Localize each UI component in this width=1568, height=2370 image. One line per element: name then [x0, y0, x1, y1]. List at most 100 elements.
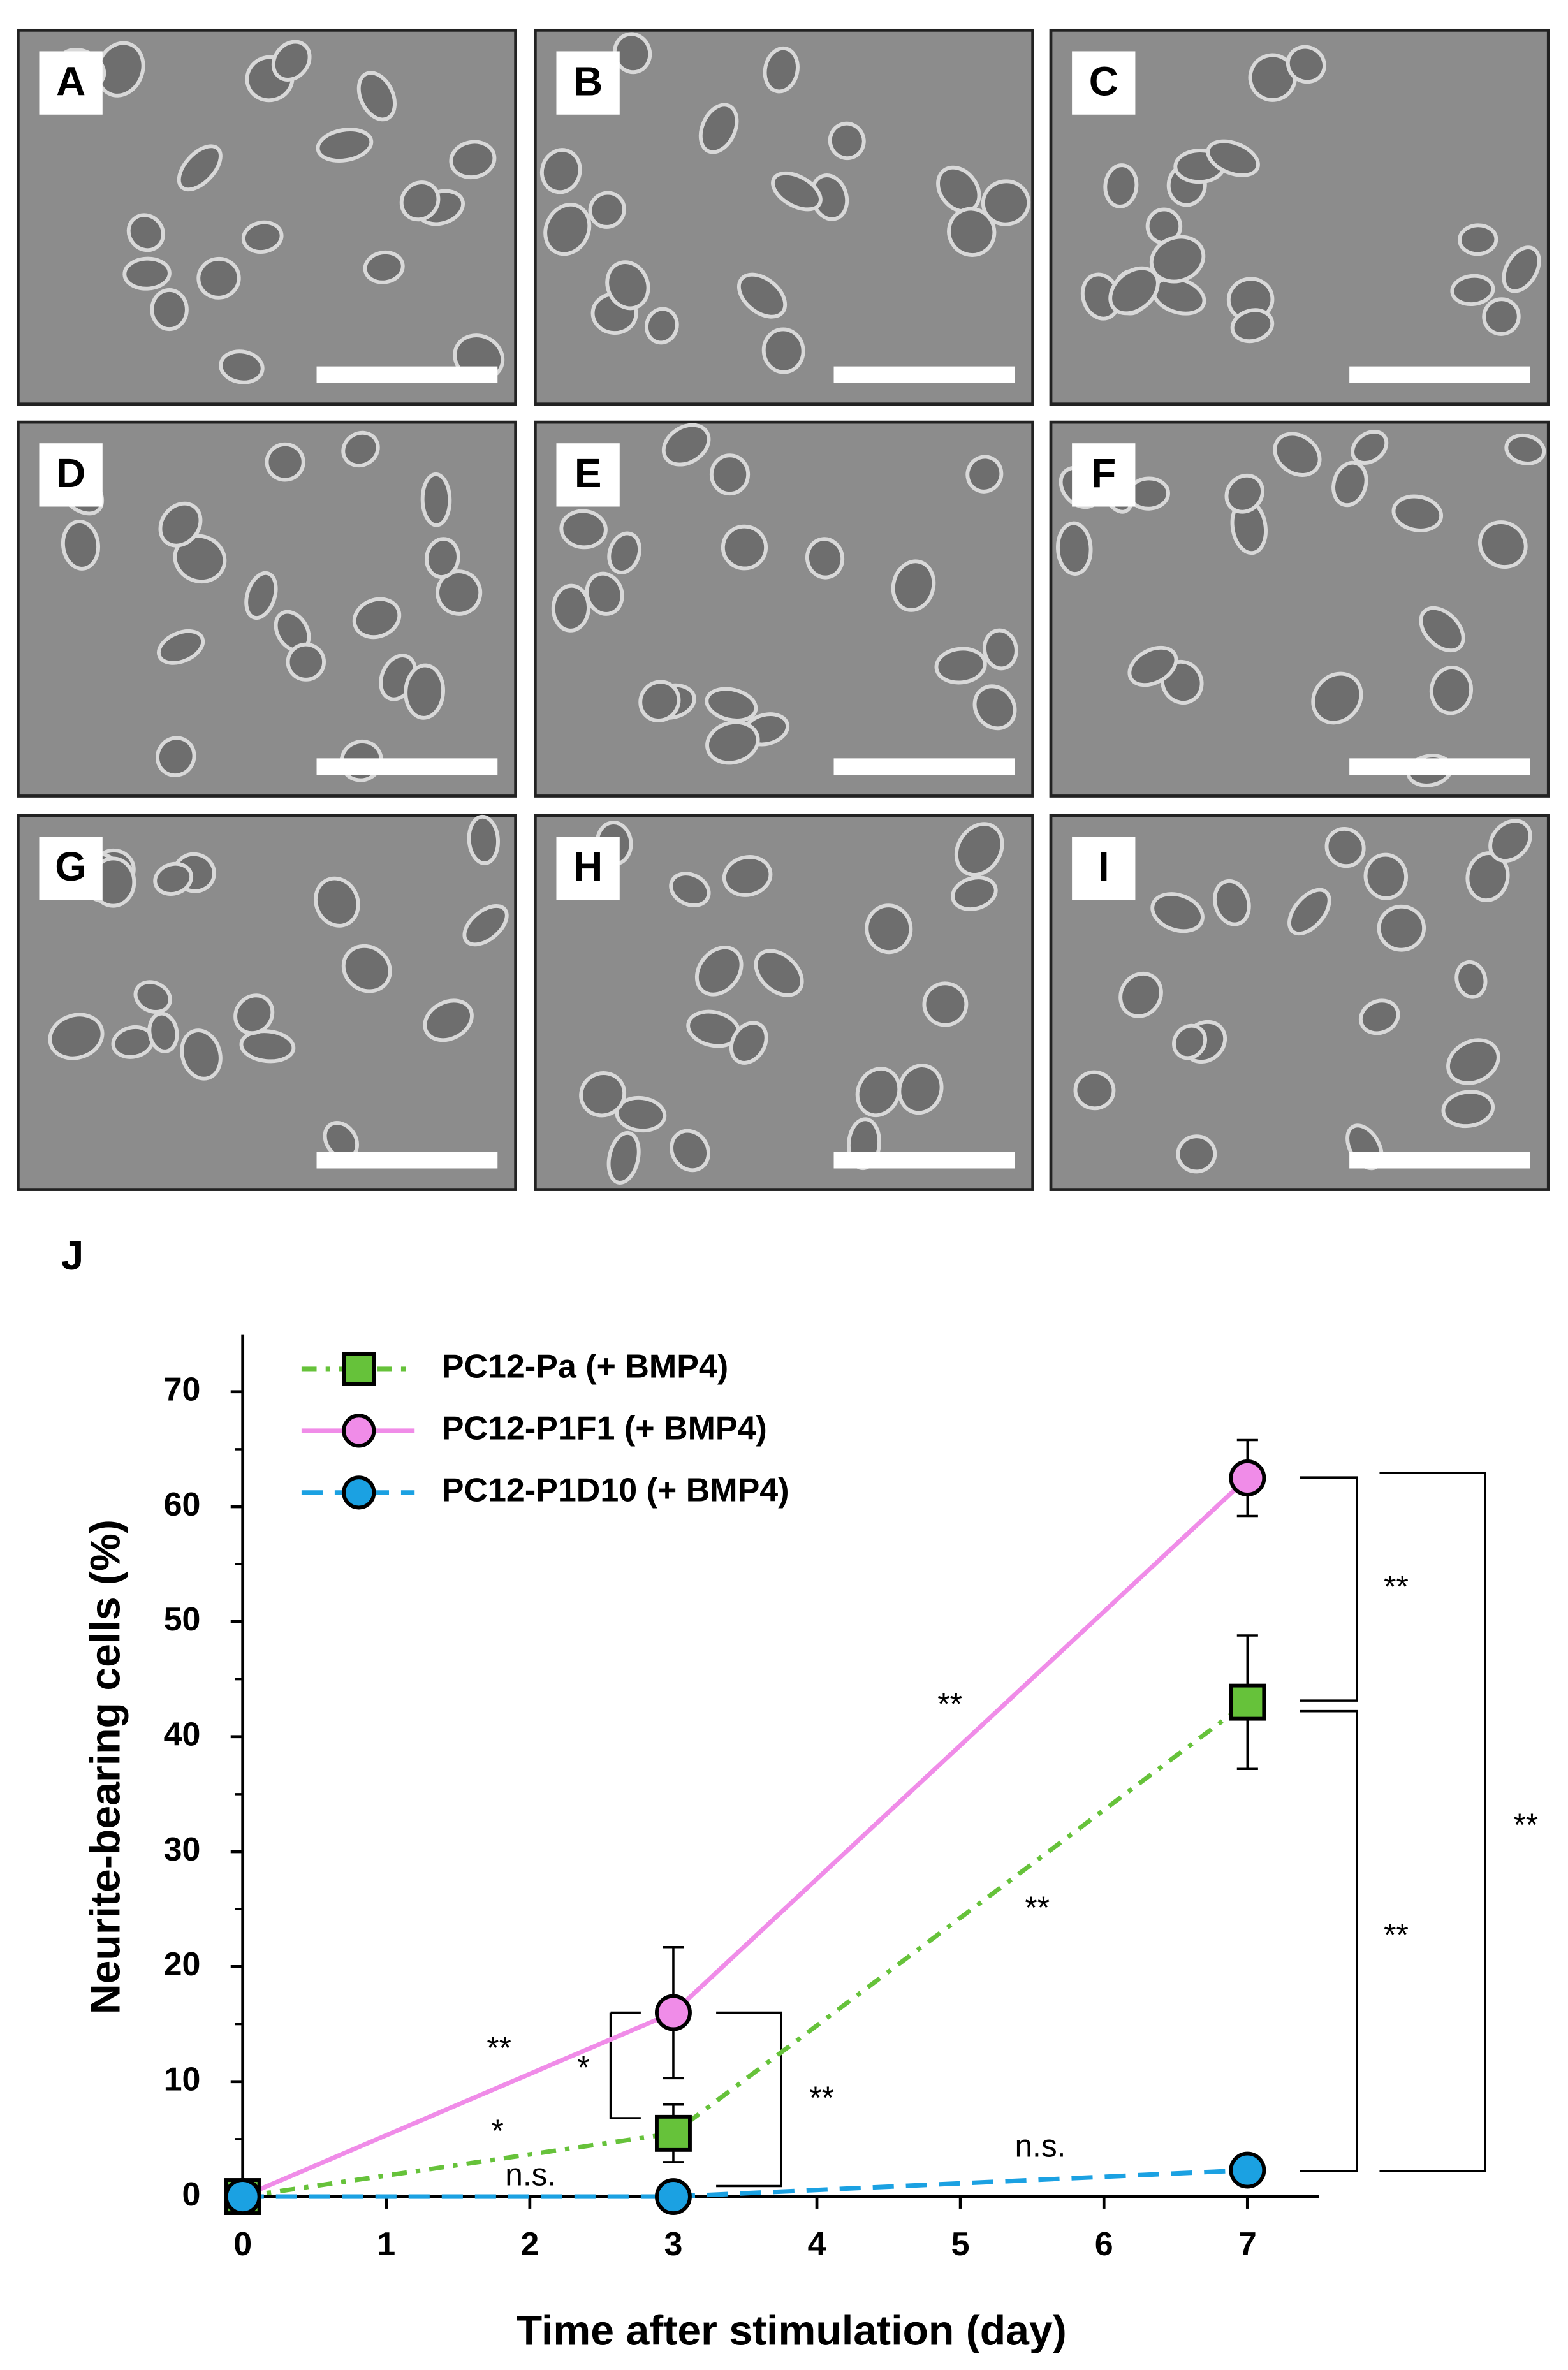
cell	[1358, 998, 1400, 1035]
cell	[661, 423, 711, 467]
cell	[947, 207, 997, 257]
cell	[972, 684, 1017, 731]
panel-label-box	[1072, 51, 1136, 115]
scale-bar	[833, 1152, 1015, 1169]
cell	[153, 861, 194, 896]
marker	[224, 2178, 261, 2215]
cell	[356, 71, 397, 122]
cell	[1488, 819, 1532, 863]
panel-label-box	[556, 51, 620, 115]
legend-label: PC12-Pa (+ BMP4)	[442, 1349, 728, 1386]
marker	[654, 1994, 692, 2031]
cell	[965, 455, 1004, 494]
cell	[1248, 53, 1297, 102]
annotation: **	[487, 2030, 511, 2066]
cell	[638, 680, 681, 722]
panel-label-box	[39, 443, 103, 507]
cell	[721, 524, 768, 571]
cell	[1377, 904, 1426, 952]
scale-bar	[833, 366, 1015, 383]
scale-bar	[833, 758, 1015, 775]
x-tick-label: 7	[1238, 2226, 1257, 2263]
scale-bar	[316, 758, 498, 775]
cell	[48, 1013, 105, 1060]
cell	[588, 191, 626, 229]
cell	[1446, 1038, 1500, 1085]
micrograph-panel: G	[17, 814, 517, 1191]
cell	[1286, 45, 1326, 84]
cell	[1504, 433, 1546, 465]
cell	[606, 1130, 641, 1185]
marker	[1229, 2151, 1266, 2189]
cell	[1351, 430, 1389, 465]
cell	[126, 213, 165, 252]
cell	[1419, 606, 1465, 653]
cell	[539, 148, 582, 194]
legend-marker	[342, 1352, 376, 1386]
scale-bar	[1349, 366, 1530, 383]
cell	[173, 534, 227, 583]
cell	[771, 171, 823, 212]
panel-label: E	[575, 450, 602, 496]
cell	[729, 1021, 768, 1065]
cell	[1477, 520, 1528, 569]
annotation: **	[1513, 1807, 1538, 1843]
chart-title: J	[61, 1233, 84, 1278]
cell	[698, 103, 739, 154]
series-line	[242, 2168, 1248, 2199]
cell	[1429, 665, 1473, 715]
cell	[399, 180, 441, 222]
cell	[951, 875, 998, 911]
cell	[1450, 274, 1495, 306]
panel-label: D	[56, 450, 85, 496]
cell	[579, 1071, 627, 1118]
cell	[1176, 1134, 1217, 1174]
cell	[244, 571, 278, 620]
marker	[654, 2178, 692, 2215]
y-tick-label: 60	[164, 1486, 201, 1523]
cell	[467, 814, 500, 865]
cell	[754, 949, 804, 997]
cell	[1150, 892, 1205, 933]
cell	[150, 288, 189, 332]
y-tick-label: 50	[164, 1601, 201, 1638]
cell	[1149, 235, 1206, 284]
annotation: **	[937, 1686, 962, 1722]
cell	[736, 272, 788, 319]
panel-label: A	[56, 58, 85, 104]
x-tick-label: 1	[377, 2226, 395, 2263]
panel-label: G	[55, 844, 87, 889]
marker	[1229, 1683, 1266, 1721]
cell	[897, 1064, 944, 1115]
cell	[1391, 494, 1444, 532]
cell	[180, 1028, 223, 1081]
micrograph-panel: C	[1049, 28, 1550, 406]
cell	[1230, 308, 1275, 344]
cell	[828, 121, 866, 161]
marker	[1229, 1459, 1266, 1496]
y-tick-label: 70	[164, 1371, 201, 1408]
y-tick-label: 40	[164, 1716, 201, 1753]
cell	[423, 998, 474, 1042]
y-tick-label: 0	[182, 2176, 201, 2213]
significance-bracket	[1379, 1472, 1486, 2172]
x-tick-label: 4	[808, 2226, 826, 2263]
panel-label-box	[1072, 443, 1136, 507]
cell	[265, 442, 305, 482]
cell	[341, 430, 380, 468]
panel-label-box	[1072, 837, 1136, 900]
cell	[982, 628, 1018, 671]
significance-bracket	[716, 2011, 782, 2188]
cell	[241, 220, 284, 254]
cell	[404, 663, 445, 720]
cell	[233, 993, 275, 1035]
cell	[1213, 879, 1251, 926]
legend-marker	[342, 1414, 376, 1448]
panel-label-box	[39, 837, 103, 900]
micrograph-panel: A	[17, 28, 517, 406]
cell	[122, 256, 172, 291]
cell	[196, 256, 241, 300]
cell	[1073, 1070, 1116, 1111]
marker	[654, 2114, 692, 2152]
